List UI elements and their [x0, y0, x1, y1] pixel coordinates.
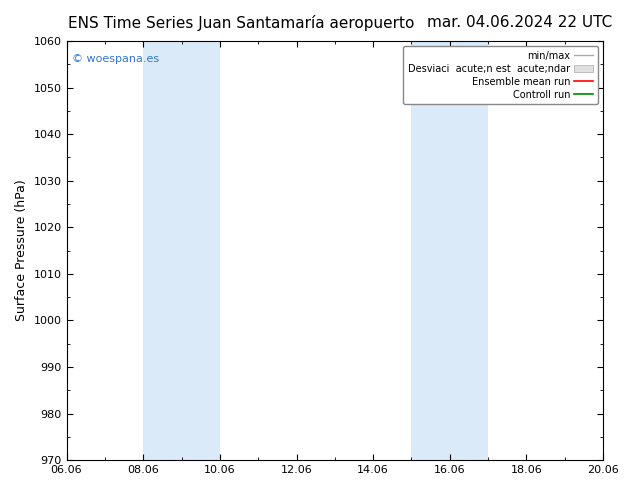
Text: mar. 04.06.2024 22 UTC: mar. 04.06.2024 22 UTC: [427, 15, 612, 30]
Text: ENS Time Series Juan Santamaría aeropuerto: ENS Time Series Juan Santamaría aeropuer…: [68, 15, 414, 31]
Y-axis label: Surface Pressure (hPa): Surface Pressure (hPa): [15, 180, 28, 321]
Legend: min/max, Desviaci  acute;n est  acute;ndar, Ensemble mean run, Controll run: min/max, Desviaci acute;n est acute;ndar…: [403, 46, 598, 104]
Text: © woespana.es: © woespana.es: [72, 53, 159, 64]
Bar: [411, 41, 488, 460]
Bar: [143, 41, 220, 460]
